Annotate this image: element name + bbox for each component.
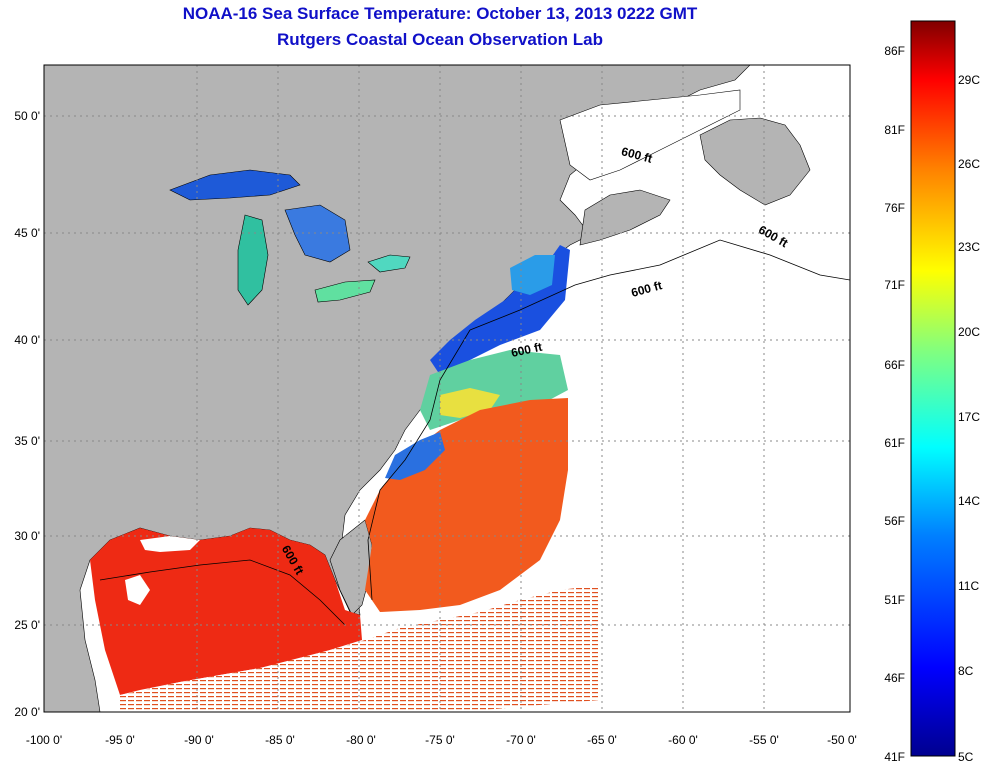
x-tick: -50 0' [827, 733, 857, 747]
x-tick: -65 0' [587, 733, 617, 747]
sst-gulf-north-cool [140, 536, 200, 552]
map-subtitle: Rutgers Coastal Ocean Observation Lab [277, 30, 603, 49]
land-newfoundland [699, 117, 811, 206]
x-tick: -85 0' [265, 733, 295, 747]
lake-erie [314, 279, 376, 303]
shelf-contour-atlantic [469, 239, 850, 331]
colorbar-label-f: 56F [884, 514, 905, 528]
colorbar-label-c: 17C [958, 410, 980, 424]
map-plot-area: 600 ft 600 ft 600 ft 600 ft 600 ft [44, 65, 850, 712]
colorbar-gradient [910, 20, 956, 757]
lake-huron [284, 204, 351, 263]
colorbar-label-c: 8C [958, 664, 974, 678]
colorbar-label-c: 29C [958, 73, 980, 87]
colorbar-label-f: 71F [884, 278, 905, 292]
y-tick: 30 0' [14, 529, 40, 543]
map-title: NOAA-16 Sea Surface Temperature: October… [182, 4, 698, 23]
lake-ontario [367, 254, 411, 273]
colorbar-label-f: 46F [884, 671, 905, 685]
colorbar-label-c: 11C [958, 579, 979, 593]
colorbar-label-c: 20C [958, 325, 980, 339]
x-tick: -55 0' [749, 733, 779, 747]
colorbar-label-f: 51F [884, 593, 905, 607]
graticule [44, 65, 850, 712]
colorbar-label-f: 76F [884, 201, 905, 215]
sst-streaky-swath [120, 585, 600, 712]
colorbar-label-c: 5C [958, 750, 974, 764]
contour-label-600ft: 600 ft [510, 340, 544, 360]
sst-gulf-cool-patch [125, 575, 150, 605]
y-tick: 25 0' [14, 618, 40, 632]
y-tick: 50 0' [14, 109, 40, 123]
x-tick: -80 0' [346, 733, 376, 747]
x-tick: -60 0' [668, 733, 698, 747]
colorbar-label-f: 41F [884, 750, 905, 764]
y-tick: 45 0' [14, 226, 40, 240]
y-tick: 20 0' [14, 705, 40, 719]
sst-gulf-of-mexico [90, 528, 362, 695]
colorbar-label-f: 81F [884, 123, 905, 137]
lake-michigan [237, 214, 269, 306]
colorbar-label-c: 23C [958, 240, 980, 254]
land-labrador [559, 89, 741, 181]
sst-carolina-coastal-blue [385, 432, 445, 480]
colorbar-label-f: 86F [884, 44, 905, 58]
lake-superior [169, 169, 301, 201]
x-tick: -100 0' [26, 733, 62, 747]
shelf-contour-south [367, 329, 471, 601]
x-tick: -70 0' [506, 733, 536, 747]
shelf-contour-gulf [99, 559, 346, 626]
colorbar-label-f: 66F [884, 358, 905, 372]
y-tick: 35 0' [14, 434, 40, 448]
colorbar: 86F 81F 76F 71F 66F 61F 56F 51F 46F 41F … [884, 20, 980, 764]
x-tick: -75 0' [425, 733, 455, 747]
colorbar-label-f: 61F [884, 436, 905, 450]
x-tick: -95 0' [105, 733, 135, 747]
colorbar-label-c: 26C [958, 157, 980, 171]
x-tick: -90 0' [184, 733, 214, 747]
y-tick: 40 0' [14, 333, 40, 347]
plot-frame [43, 64, 851, 713]
colorbar-label-c: 14C [958, 494, 980, 508]
y-axis: 20 0' 25 0' 30 0' 35 0' 40 0' 45 0' 50 0… [14, 109, 40, 719]
x-axis: -100 0' -95 0' -90 0' -85 0' -80 0' -75 … [26, 733, 857, 747]
